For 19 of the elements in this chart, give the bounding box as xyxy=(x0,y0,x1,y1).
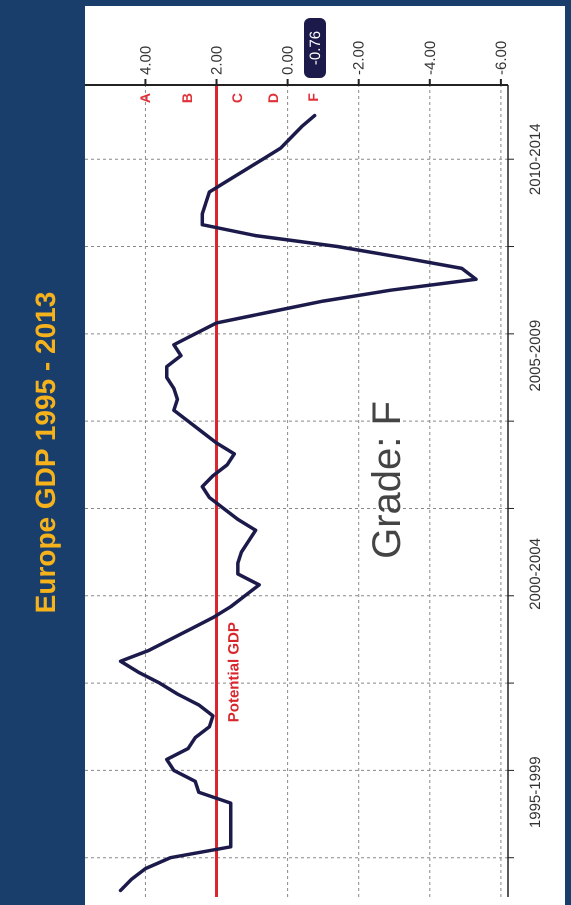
y-tick-label: 1995-1999 xyxy=(527,756,544,828)
annotation: Grade: F xyxy=(365,401,409,559)
x-tick-label: 2.00 xyxy=(208,46,226,75)
y-tick-label: 2010-2014 xyxy=(527,123,544,196)
y-tick-label: 2005-2009 xyxy=(527,320,544,392)
x-tick-label: 0.00 xyxy=(280,46,297,75)
text: -0.76 xyxy=(307,30,324,66)
text: D xyxy=(265,93,281,104)
x-tick-label: -6.00 xyxy=(492,40,510,75)
y-tick-label: 2000-2004 xyxy=(527,538,544,610)
text: Europe GDP 1995 - 2013 xyxy=(30,292,61,614)
text: A xyxy=(137,93,153,104)
ref-line-label: Potential GDP xyxy=(226,622,243,722)
text: F xyxy=(305,92,321,102)
x-tick-label: -4.00 xyxy=(422,40,439,75)
text: B xyxy=(179,93,195,104)
x-tick-label: -2.00 xyxy=(350,40,368,75)
x-tick-label: 4.00 xyxy=(137,46,154,75)
text: C xyxy=(229,93,245,104)
